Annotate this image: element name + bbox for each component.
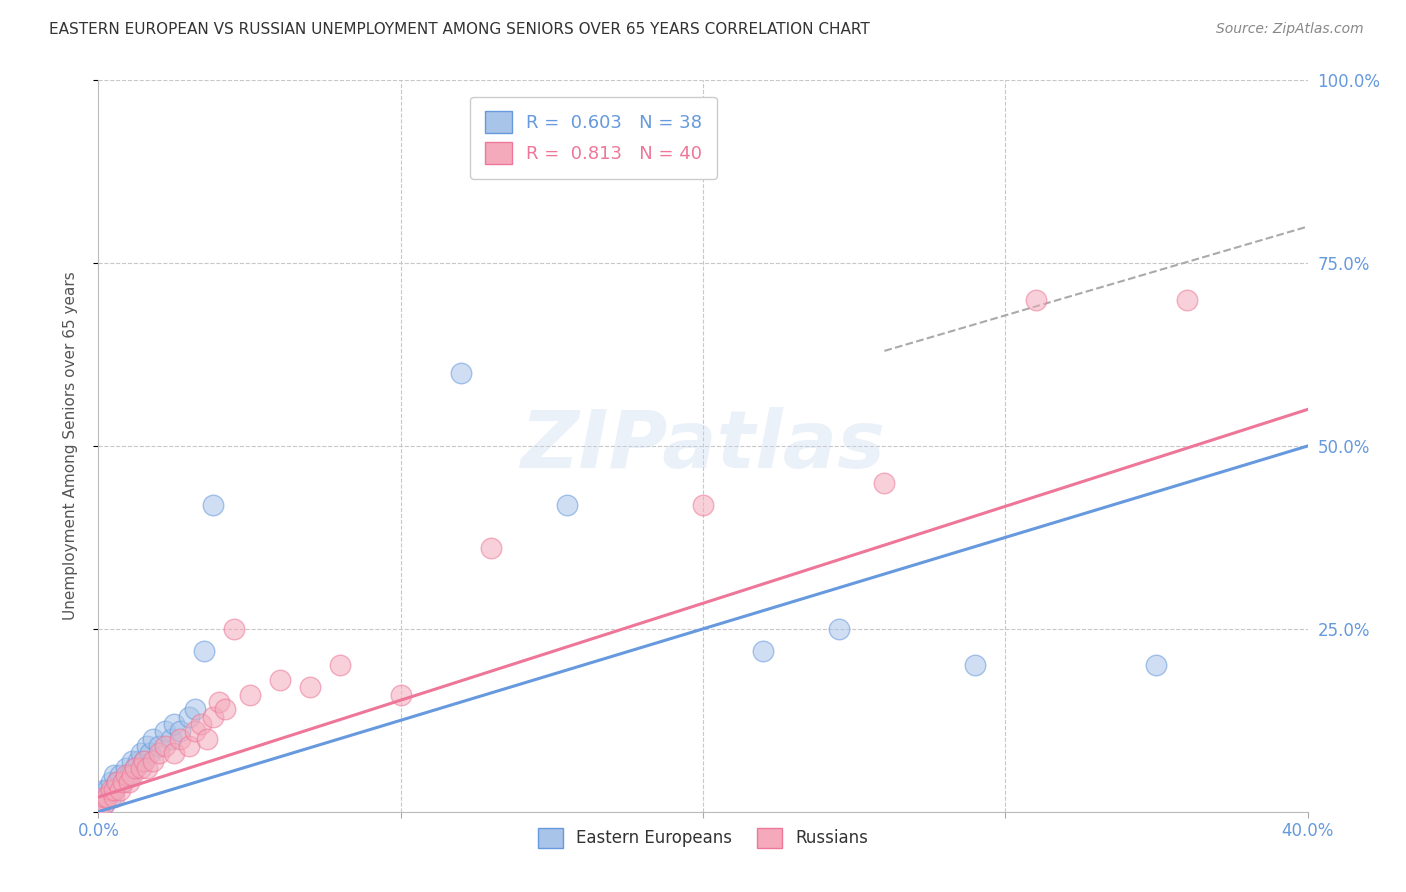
Point	[160, 731, 183, 746]
Point	[179, 739, 201, 753]
Point	[1144, 658, 1167, 673]
Text: ZIPatlas: ZIPatlas	[520, 407, 886, 485]
Point	[148, 739, 170, 753]
Point	[118, 775, 141, 789]
Point	[127, 754, 149, 768]
Point	[163, 717, 186, 731]
Point	[153, 724, 176, 739]
Point	[1175, 293, 1198, 307]
Point	[752, 644, 775, 658]
Point	[153, 739, 176, 753]
Point	[692, 498, 714, 512]
Point	[169, 724, 191, 739]
Point	[195, 731, 218, 746]
Text: EASTERN EUROPEAN VS RUSSIAN UNEMPLOYMENT AMONG SENIORS OVER 65 YEARS CORRELATION: EASTERN EUROPEAN VS RUSSIAN UNEMPLOYMENT…	[49, 22, 870, 37]
Point	[96, 790, 118, 805]
Point	[555, 498, 578, 512]
Point	[190, 717, 212, 731]
Point	[169, 731, 191, 746]
Point	[329, 658, 352, 673]
Point	[481, 541, 503, 556]
Point	[105, 775, 128, 789]
Point	[1024, 293, 1046, 307]
Point	[108, 768, 131, 782]
Point	[224, 622, 246, 636]
Point	[121, 754, 143, 768]
Point	[208, 695, 231, 709]
Point	[873, 475, 896, 490]
Point	[100, 790, 122, 805]
Point	[139, 746, 162, 760]
Point	[103, 782, 125, 797]
Point	[184, 702, 207, 716]
Point	[103, 782, 125, 797]
Point	[132, 754, 155, 768]
Point	[90, 790, 112, 805]
Y-axis label: Unemployment Among Seniors over 65 years: Unemployment Among Seniors over 65 years	[63, 272, 77, 620]
Legend: Eastern Europeans, Russians: Eastern Europeans, Russians	[531, 821, 875, 855]
Point	[108, 782, 131, 797]
Point	[103, 790, 125, 805]
Point	[90, 797, 112, 812]
Point	[100, 775, 122, 789]
Point	[93, 797, 115, 812]
Point	[129, 746, 152, 760]
Point	[93, 782, 115, 797]
Point	[184, 724, 207, 739]
Point	[450, 366, 472, 380]
Point	[118, 768, 141, 782]
Point	[100, 782, 122, 797]
Point	[121, 768, 143, 782]
Point	[202, 709, 225, 723]
Point	[90, 797, 112, 812]
Point	[239, 688, 262, 702]
Point	[389, 688, 412, 702]
Point	[135, 739, 157, 753]
Point	[214, 702, 236, 716]
Point	[148, 746, 170, 760]
Point	[93, 790, 115, 805]
Point	[114, 768, 136, 782]
Point	[96, 782, 118, 797]
Point	[114, 761, 136, 775]
Point	[299, 681, 322, 695]
Point	[135, 761, 157, 775]
Point	[163, 746, 186, 760]
Point	[129, 761, 152, 775]
Point	[269, 673, 291, 687]
Point	[193, 644, 215, 658]
Point	[965, 658, 987, 673]
Point	[142, 731, 165, 746]
Point	[179, 709, 201, 723]
Point	[124, 761, 146, 775]
Point	[96, 790, 118, 805]
Point	[202, 498, 225, 512]
Point	[142, 754, 165, 768]
Point	[105, 775, 128, 789]
Point	[111, 775, 134, 789]
Point	[132, 754, 155, 768]
Point	[103, 768, 125, 782]
Text: Source: ZipAtlas.com: Source: ZipAtlas.com	[1216, 22, 1364, 37]
Point	[111, 775, 134, 789]
Point	[93, 797, 115, 812]
Point	[828, 622, 851, 636]
Point	[124, 761, 146, 775]
